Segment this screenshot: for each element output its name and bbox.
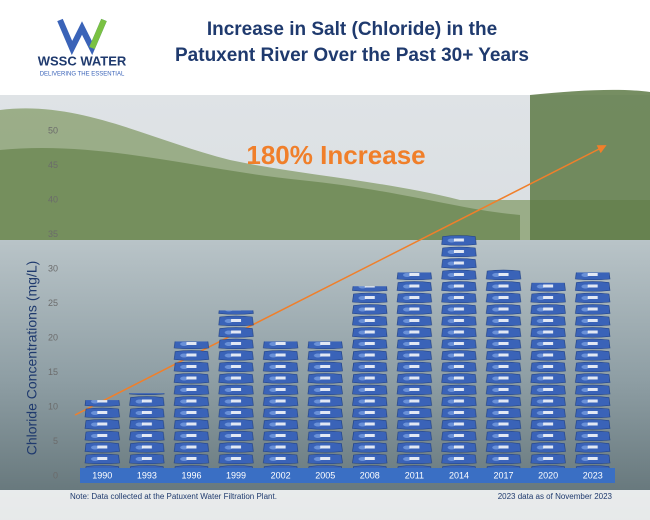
bar [173, 341, 210, 476]
x-tick-label: 2002 [271, 470, 291, 480]
x-tick-label: 2014 [449, 470, 469, 480]
x-tick-label: 1999 [226, 470, 246, 480]
chart-title: Increase in Salt (Chloride) in the [207, 19, 497, 40]
y-tick-label: 35 [48, 229, 58, 239]
y-tick-label: 20 [48, 332, 58, 342]
y-tick-label: 40 [48, 194, 58, 204]
y-tick-label: 0 [53, 470, 58, 480]
footnote: Note: Data collected at the Patuxent Wat… [70, 492, 277, 501]
annotation: 180% Increase [246, 140, 425, 170]
bar [84, 400, 121, 476]
bar [262, 341, 299, 476]
y-tick-label: 45 [48, 160, 58, 170]
x-tick-label: 1993 [137, 470, 157, 480]
x-tick-label: 1996 [181, 470, 201, 480]
x-tick-label: 2011 [405, 470, 424, 480]
bar [529, 282, 567, 476]
x-tick-label: 2023 [583, 470, 603, 480]
bar [485, 269, 522, 476]
bar [217, 310, 255, 476]
x-axis-band [80, 468, 615, 483]
y-axis-label: Chloride Concentrations (mg/L) [24, 261, 40, 456]
bar [128, 393, 166, 476]
y-tick-label: 5 [53, 436, 58, 446]
trend-arrow [74, 145, 607, 416]
y-tick-label: 25 [48, 298, 58, 308]
x-tick-label: 2017 [494, 470, 514, 480]
footnote: 2023 data as of November 2023 [498, 492, 613, 501]
x-tick-label: 2005 [315, 470, 335, 480]
x-tick-label: 2008 [360, 470, 380, 480]
bar [574, 272, 611, 476]
y-tick-label: 15 [48, 367, 58, 377]
x-tick-label: 2020 [538, 470, 558, 480]
bar [396, 272, 433, 476]
logo-mark [89, 18, 107, 50]
bar [351, 286, 389, 476]
x-tick-label: 1990 [92, 470, 112, 480]
y-tick-label: 30 [48, 263, 58, 273]
logo-tagline: DELIVERING THE ESSENTIAL [40, 72, 125, 78]
bar [440, 234, 478, 476]
logo: WSSC WATER DELIVERING THE ESSENTIAL [38, 18, 127, 78]
logo-name: WSSC WATER [38, 53, 127, 68]
chart-title: Patuxent River Over the Past 30+ Years [175, 45, 529, 66]
y-tick-label: 50 [48, 125, 58, 135]
y-tick-label: 10 [48, 401, 58, 411]
bar [306, 341, 344, 476]
